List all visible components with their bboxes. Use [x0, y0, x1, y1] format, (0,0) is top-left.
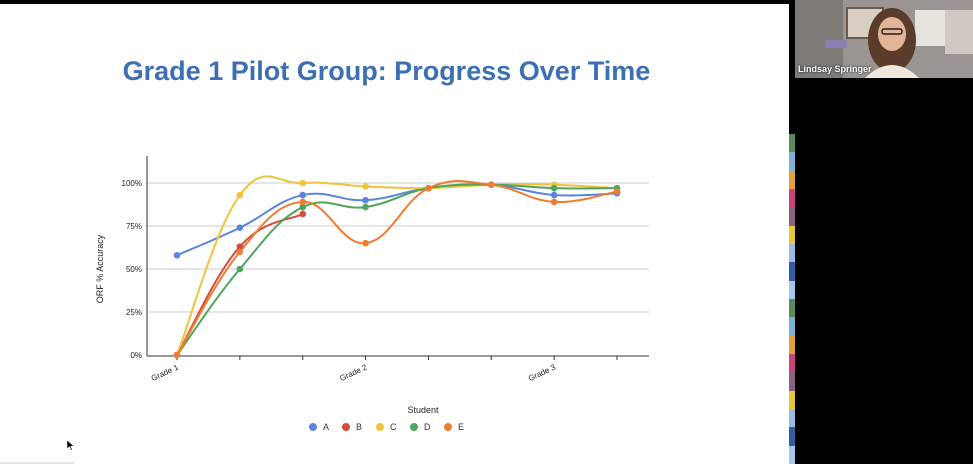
- x-tick-label: Grade 2: [338, 362, 369, 383]
- data-point-e: [550, 198, 558, 206]
- stripe-segment: [789, 243, 795, 263]
- stripe-segment: [789, 188, 795, 208]
- mouse-pointer-icon: [66, 438, 75, 456]
- data-point-e: [487, 181, 495, 189]
- legend-marker-e: [444, 423, 452, 431]
- data-point-e: [425, 184, 432, 192]
- participant-video-tile[interactable]: Lindsay Springer: [795, 0, 973, 78]
- taskbar-edge: [0, 462, 75, 464]
- color-stripe: [789, 134, 795, 464]
- data-point-c: [299, 179, 307, 187]
- stripe-segment: [789, 445, 795, 464]
- data-point-a: [362, 196, 369, 204]
- y-tick-label: 100%: [122, 179, 142, 188]
- legend-marker-c: [376, 423, 384, 431]
- data-point-d: [299, 203, 307, 211]
- stripe-segment: [789, 427, 795, 446]
- slide-title: Grade 1 Pilot Group: Progress Over Time: [122, 56, 651, 86]
- legend-marker-a: [309, 423, 317, 431]
- legend-label-a: A: [323, 422, 329, 432]
- x-tick-label: Grade 3: [527, 362, 558, 383]
- data-point-e: [173, 351, 181, 359]
- data-point-a: [550, 191, 558, 199]
- participant-name-label: Lindsay Springer: [798, 64, 872, 74]
- data-point-a: [236, 224, 244, 232]
- data-point-e: [362, 239, 369, 247]
- y-tick-label: 25%: [126, 308, 142, 317]
- data-point-e: [613, 188, 621, 195]
- data-point-d: [362, 203, 369, 211]
- stripe-segment: [789, 372, 795, 391]
- stripe-segment: [789, 170, 795, 189]
- legend-label-d: D: [424, 422, 431, 432]
- series-line-a: [176, 183, 618, 257]
- y-tick-label: 0%: [130, 351, 142, 360]
- data-point-a: [173, 251, 181, 259]
- stripe-segment: [789, 408, 795, 428]
- stripe-segment: [789, 207, 795, 226]
- x-axis-title: Student: [407, 405, 439, 415]
- participant-video: [795, 0, 973, 78]
- data-point-b: [236, 243, 244, 250]
- stripe-segment: [789, 225, 795, 244]
- stripe-segment: [789, 335, 795, 354]
- stripe-segment: [789, 390, 795, 409]
- stripe-segment: [789, 262, 795, 281]
- data-point-a: [299, 191, 307, 199]
- data-point-d: [550, 184, 558, 192]
- data-point-e: [299, 198, 307, 206]
- data-point-c: [362, 183, 369, 190]
- stripe-segment: [789, 353, 795, 373]
- legend-marker-d: [410, 423, 418, 431]
- progress-line-chart: 0% 25% 50% 75% 100% Grade 1 Grade 2 Grade 3 Stud…: [95, 156, 649, 432]
- x-tick-label: Grade 1: [150, 362, 181, 383]
- y-axis-title: ORF % Accuracy: [95, 234, 105, 303]
- stripe-segment: [789, 152, 795, 171]
- legend-label-e: E: [458, 422, 464, 432]
- data-point-e: [236, 248, 244, 256]
- stripe-segment: [789, 280, 795, 299]
- data-point-d: [236, 265, 244, 273]
- y-tick-label: 50%: [126, 265, 142, 274]
- legend-marker-b: [342, 423, 350, 431]
- legend-label-c: C: [390, 422, 397, 432]
- stripe-segment: [789, 134, 795, 153]
- data-point-b: [299, 210, 307, 218]
- data-point-c: [236, 191, 244, 199]
- y-tick-label: 75%: [126, 222, 142, 231]
- series-line-b: [176, 213, 304, 356]
- presentation-slide: Grade 1 Pilot Group: Progress Over Time …: [0, 4, 789, 464]
- stripe-segment: [789, 298, 795, 318]
- stripe-segment: [789, 317, 795, 336]
- legend-label-b: B: [356, 422, 362, 432]
